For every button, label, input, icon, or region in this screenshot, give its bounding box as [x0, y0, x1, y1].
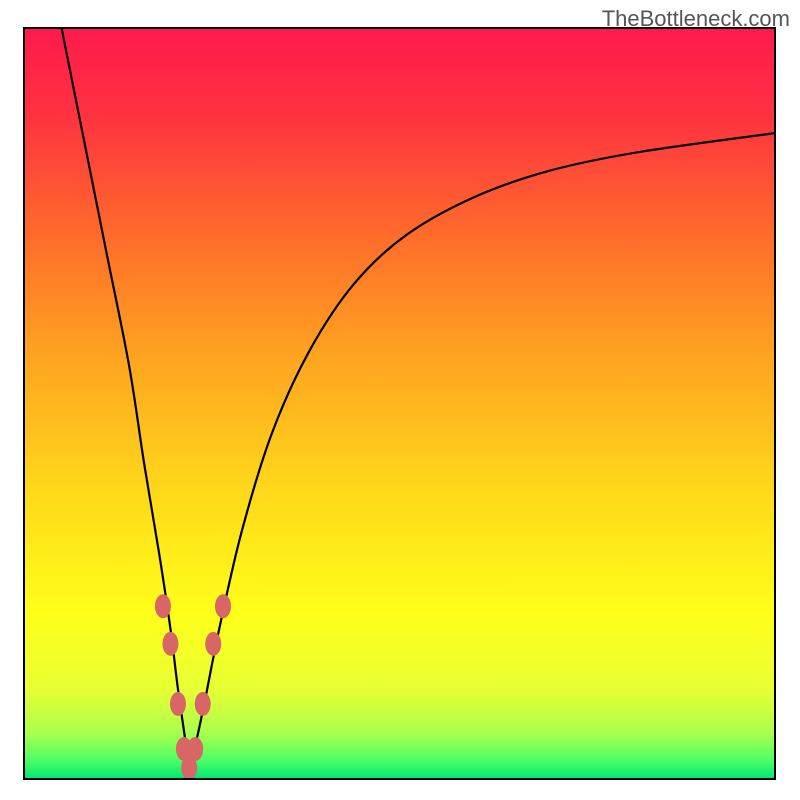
bottleneck-chart: [0, 0, 800, 800]
curve-marker: [195, 692, 211, 716]
plot-background-gradient: [24, 28, 775, 779]
chart-container: TheBottleneck.com: [0, 0, 800, 800]
curve-marker: [162, 632, 178, 656]
curve-marker: [215, 594, 231, 618]
watermark-text: TheBottleneck.com: [602, 6, 790, 32]
curve-marker: [187, 737, 203, 761]
curve-marker: [155, 594, 171, 618]
curve-marker: [170, 692, 186, 716]
curve-marker: [205, 632, 221, 656]
